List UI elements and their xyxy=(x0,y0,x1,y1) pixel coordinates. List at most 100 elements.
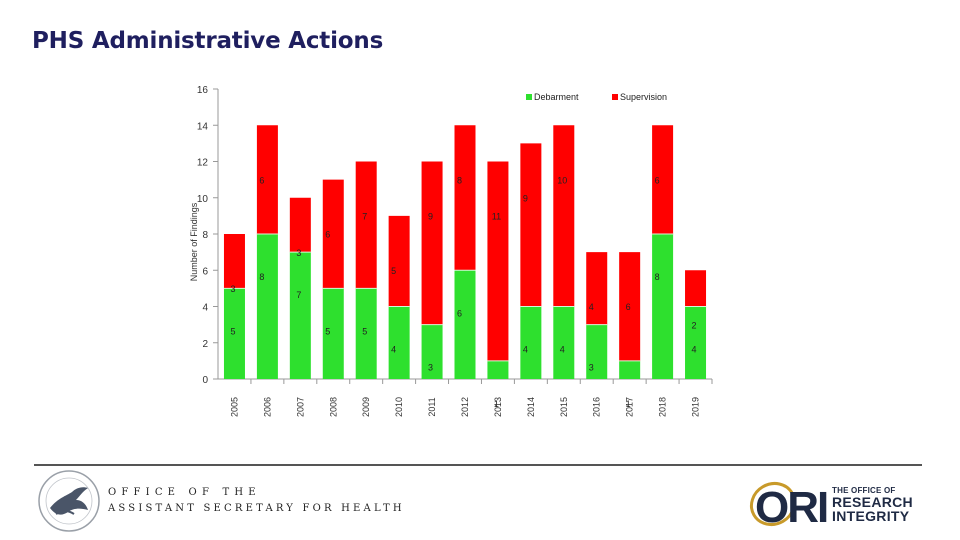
bar-debarment-2005 xyxy=(223,288,245,379)
legend-label-debarment: Debarment xyxy=(534,92,579,102)
ori-line-1: THE OFFICE OF xyxy=(832,486,896,495)
bar-supervision-2012 xyxy=(454,125,476,271)
data-label-debarment: 8 xyxy=(655,272,660,282)
bar-debarment-2010 xyxy=(388,306,410,379)
x-tick-label: 2005 xyxy=(229,397,239,417)
bar-supervision-2011 xyxy=(421,161,443,325)
data-label-debarment: 4 xyxy=(560,345,565,355)
data-label-debarment: 8 xyxy=(259,272,264,282)
data-label-supervision: 11 xyxy=(492,212,501,222)
data-label-supervision: 8 xyxy=(457,175,462,185)
data-label-debarment: 1 xyxy=(626,399,631,409)
bar-debarment-2012 xyxy=(454,270,476,379)
ori-line-3: INTEGRITY xyxy=(832,508,910,524)
bar-debarment-2017 xyxy=(619,360,641,379)
bar-debarment-2018 xyxy=(652,234,674,379)
x-tick-label: 2017 xyxy=(625,397,635,417)
data-label-supervision: 9 xyxy=(523,193,528,203)
ori-mark: ORI xyxy=(755,483,827,532)
data-label-debarment: 1 xyxy=(494,399,499,409)
data-label-debarment: 5 xyxy=(362,326,367,336)
y-tick-label: 2 xyxy=(202,339,208,350)
data-label-supervision: 5 xyxy=(391,266,396,276)
bar-debarment-2015 xyxy=(553,306,575,379)
data-label-supervision: 3 xyxy=(296,248,301,258)
data-label-supervision: 2 xyxy=(692,320,697,330)
data-label-debarment: 3 xyxy=(589,363,594,373)
bar-supervision-2014 xyxy=(520,143,542,307)
data-label-debarment: 7 xyxy=(296,290,301,300)
bar-supervision-2013 xyxy=(487,161,509,361)
x-tick-label: 2018 xyxy=(658,397,668,417)
data-label-debarment: 5 xyxy=(325,326,330,336)
x-tick-label: 2015 xyxy=(559,397,569,417)
x-tick-label: 2019 xyxy=(691,397,701,417)
x-tick-label: 2008 xyxy=(328,397,338,417)
data-label-supervision: 6 xyxy=(655,175,660,185)
bar-debarment-2007 xyxy=(289,252,311,379)
y-tick-label: 14 xyxy=(197,121,209,132)
x-tick-label: 2011 xyxy=(427,397,437,416)
bar-debarment-2011 xyxy=(421,324,443,379)
hhs-seal-icon xyxy=(38,470,100,532)
bar-supervision-2015 xyxy=(553,125,575,307)
bar-supervision-2010 xyxy=(388,215,410,307)
y-tick-label: 16 xyxy=(197,85,209,96)
legend-swatch-debarment xyxy=(526,94,532,100)
bar-supervision-2019 xyxy=(685,270,707,307)
bar-debarment-2008 xyxy=(322,288,344,379)
y-tick-label: 8 xyxy=(202,230,208,241)
legend-swatch-supervision xyxy=(612,94,618,100)
bar-debarment-2006 xyxy=(256,234,278,379)
y-tick-label: 12 xyxy=(197,158,209,169)
office-line-2: ASSISTANT SECRETARY FOR HEALTH xyxy=(108,503,405,514)
y-tick-label: 4 xyxy=(202,303,208,314)
bar-supervision-2017 xyxy=(619,252,641,361)
bar-supervision-2018 xyxy=(652,125,674,234)
bar-supervision-2006 xyxy=(256,125,278,234)
data-label-supervision: 7 xyxy=(362,212,367,222)
x-tick-label: 2016 xyxy=(592,397,602,417)
data-label-supervision: 6 xyxy=(259,175,264,185)
bar-supervision-2005 xyxy=(223,234,245,289)
bar-debarment-2016 xyxy=(586,324,608,379)
data-label-supervision: 10 xyxy=(557,175,567,185)
data-label-debarment: 3 xyxy=(428,363,433,373)
y-axis-title: Number of Findings xyxy=(189,202,199,281)
x-tick-label: 2007 xyxy=(295,397,305,417)
data-label-debarment: 4 xyxy=(391,345,396,355)
x-tick-label: 2010 xyxy=(394,397,404,417)
y-tick-label: 10 xyxy=(197,194,209,205)
ori-wordmark: THE OFFICE OF RESEARCH INTEGRITY xyxy=(832,486,913,524)
footer-divider xyxy=(34,464,922,466)
slide-title: PHS Administrative Actions xyxy=(32,28,384,54)
bar-debarment-2014 xyxy=(520,306,542,379)
office-line-1: OFFICE OF THE xyxy=(108,487,261,498)
data-label-supervision: 4 xyxy=(589,302,594,312)
data-label-debarment: 5 xyxy=(230,326,235,336)
bar-supervision-2007 xyxy=(289,197,311,253)
data-label-supervision: 9 xyxy=(428,212,433,222)
x-tick-label: 2006 xyxy=(262,397,272,417)
data-label-supervision: 6 xyxy=(325,230,330,240)
bar-supervision-2016 xyxy=(586,252,608,325)
ori-line-2: RESEARCH xyxy=(832,494,913,510)
data-label-supervision: 6 xyxy=(626,302,631,312)
x-tick-label: 2012 xyxy=(460,397,470,417)
y-tick-label: 6 xyxy=(202,266,208,277)
x-tick-label: 2014 xyxy=(526,397,536,417)
bar-debarment-2019 xyxy=(685,306,707,379)
data-label-debarment: 4 xyxy=(523,345,528,355)
x-tick-label: 2013 xyxy=(493,397,503,417)
ori-logo: ORI xyxy=(749,481,829,532)
bar-debarment-2013 xyxy=(487,360,509,379)
y-tick-label: 0 xyxy=(202,375,208,386)
bar-debarment-2009 xyxy=(355,288,377,379)
data-label-debarment: 6 xyxy=(457,308,462,318)
bar-supervision-2008 xyxy=(322,179,344,289)
data-label-debarment: 4 xyxy=(692,345,697,355)
legend-label-supervision: Supervision xyxy=(620,92,667,102)
data-label-supervision: 3 xyxy=(230,284,235,294)
bar-supervision-2009 xyxy=(355,161,377,289)
